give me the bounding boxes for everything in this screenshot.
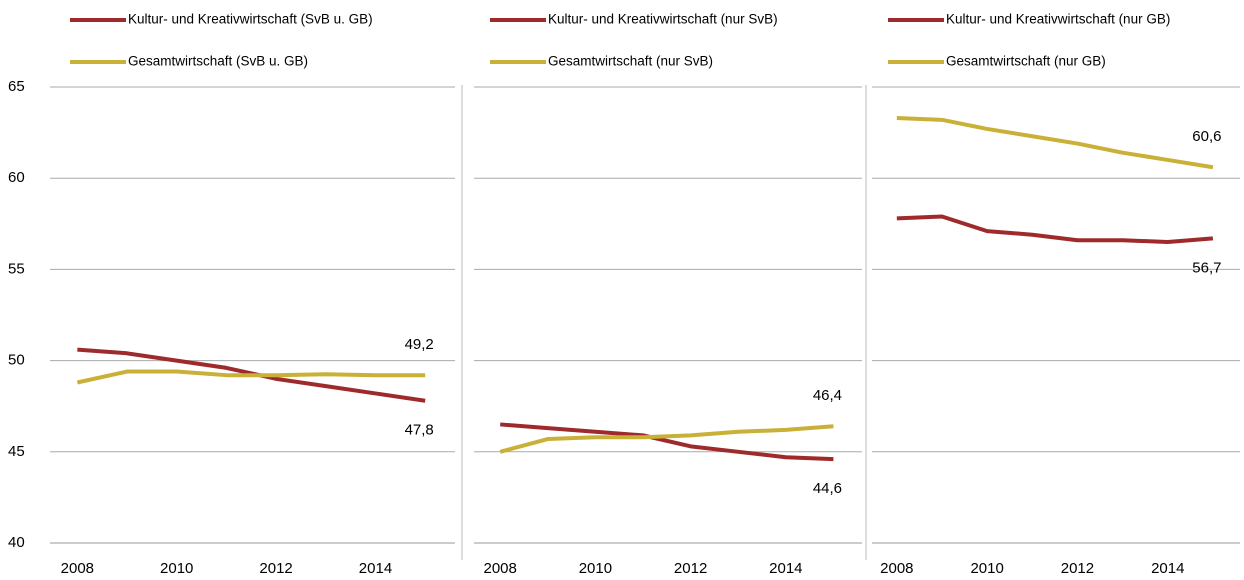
x-tick-label: 2012 [259,560,292,577]
x-tick-label: 2012 [1061,560,1094,577]
y-tick-label: 50 [8,352,25,369]
legend-label: Gesamtwirtschaft (nur SvB) [548,54,713,69]
x-tick-label: 2014 [1151,560,1184,577]
x-tick-label: 2010 [160,560,193,577]
y-tick-label: 60 [8,169,25,186]
x-tick-label: 2008 [880,560,913,577]
x-tick-label: 2014 [359,560,392,577]
legend-label: Kultur- und Kreativwirtschaft (nur SvB) [548,12,778,27]
x-tick-label: 2008 [483,560,516,577]
series-line [499,424,834,454]
data-label: 46,4 [813,387,842,404]
y-tick-label: 40 [8,534,25,551]
legend-label: Gesamtwirtschaft (nur GB) [946,54,1106,69]
y-tick-label: 55 [8,260,25,277]
legend-label: Kultur- und Kreativwirtschaft (SvB u. GB… [128,12,373,27]
y-tick-label: 45 [8,443,25,460]
data-label: 47,8 [405,422,434,439]
data-label: 49,2 [405,336,434,353]
x-tick-label: 2010 [970,560,1003,577]
series-line [76,369,426,385]
data-label: 56,7 [1192,259,1221,276]
data-label: 44,6 [813,480,842,497]
y-tick-label: 65 [8,78,25,95]
legend-label: Kultur- und Kreativwirtschaft (nur GB) [946,12,1170,27]
legend-label: Gesamtwirtschaft (SvB u. GB) [128,54,308,69]
series-line [896,116,1214,170]
series-line [896,214,1214,245]
x-tick-label: 2012 [674,560,707,577]
x-tick-label: 2014 [769,560,802,577]
data-label: 60,6 [1192,128,1221,145]
series-line [500,422,834,462]
x-tick-label: 2010 [579,560,612,577]
x-tick-label: 2008 [61,560,94,577]
